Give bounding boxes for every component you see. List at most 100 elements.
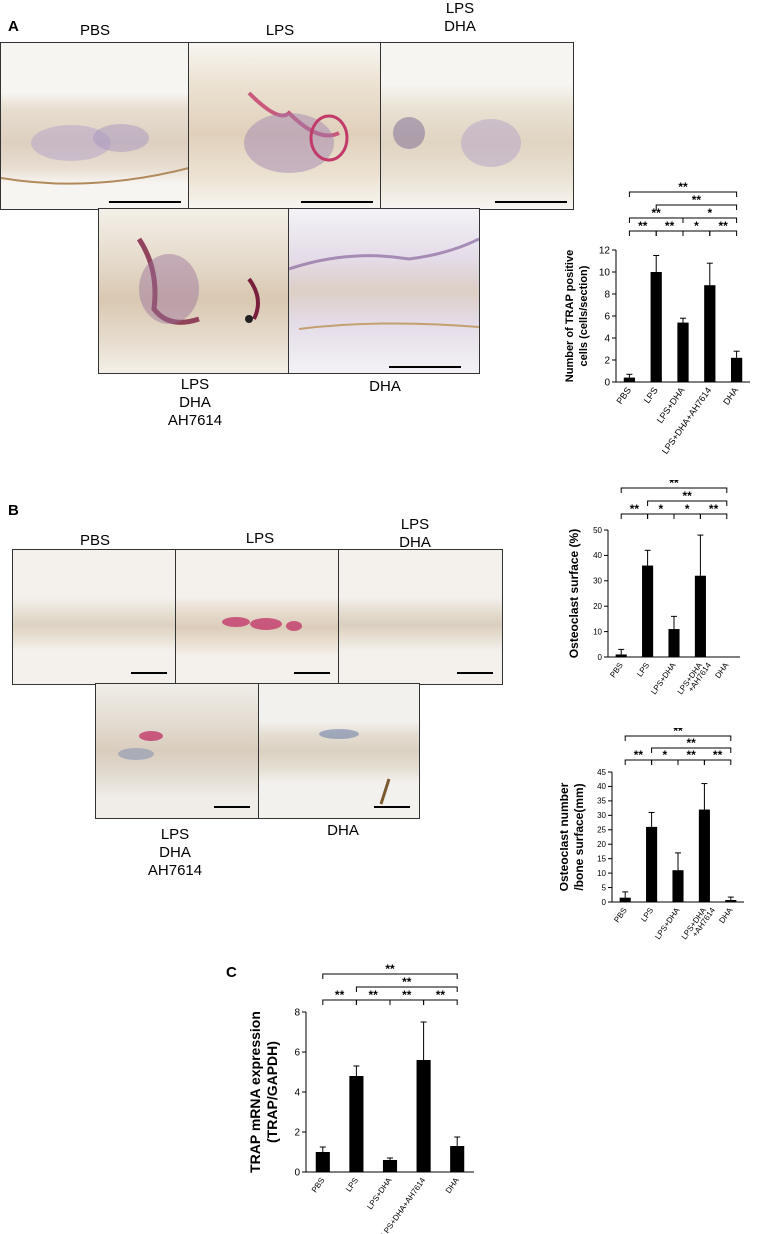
bar [615, 654, 627, 657]
significance-label: ** [678, 180, 688, 194]
y-tick-label: 0 [598, 653, 603, 662]
y-tick-label: 40 [593, 551, 602, 560]
y-tick-label: 25 [597, 826, 606, 835]
chart-c-trap-mrna: 0 2 4 6 8 TRAP mRNA expression (TRAP/GAPDH) PBS… [247, 962, 474, 1234]
bar [315, 1152, 330, 1172]
y-tick-label: 6 [604, 312, 610, 323]
category-label: DHA [721, 385, 740, 406]
category-label: DHA [717, 905, 734, 925]
chart-b-osteoclast-number: 0 5 10 15 20 25 30 35 40 45 Osteoclast number/bone… [560, 728, 744, 941]
scale-bar [294, 672, 330, 674]
y-tick-label: 50 [593, 526, 602, 535]
bar [382, 1160, 398, 1172]
bar [642, 565, 654, 657]
significance-label: * [685, 502, 690, 516]
label-b-pbs: PBS [79, 532, 110, 549]
micrograph-a-lps [188, 42, 382, 210]
scale-bar [495, 201, 567, 203]
label-line: LPS [160, 826, 190, 843]
scale-bar [214, 806, 250, 808]
bar [349, 1076, 364, 1172]
scale-bar [131, 672, 167, 674]
significance-bracket [647, 500, 728, 506]
category-label: DHA [444, 1175, 461, 1195]
category-label: LPS [635, 661, 651, 679]
significance-label: ** [713, 748, 723, 762]
significance-label: ** [335, 988, 345, 1002]
y-tick-label: 12 [599, 246, 611, 257]
y-tick-label: 0 [294, 1168, 300, 1179]
label-b-lps: LPS [245, 530, 275, 547]
y-tick-label: 10 [597, 869, 606, 878]
y-tick-label: 30 [597, 811, 606, 820]
micrograph-b-lps-dha [338, 549, 503, 685]
label-a-pbs: PBS [79, 22, 110, 39]
significance-label: ** [719, 219, 729, 233]
y-tick-label: 40 [597, 782, 606, 791]
bar [450, 1146, 465, 1172]
y-tick-label: 0 [602, 898, 607, 907]
category-label: PBS [612, 906, 629, 924]
significance-label: ** [385, 962, 395, 976]
bar [646, 826, 658, 902]
label-b-lps-dha: LPS DHA [385, 516, 445, 552]
bar [619, 897, 631, 902]
micrograph-b-pbs [12, 549, 177, 685]
bar [668, 629, 680, 657]
y-tick-label: 10 [599, 268, 611, 279]
y-tick-label: 20 [597, 840, 606, 849]
significance-bracket [620, 487, 728, 493]
significance-bracket [655, 204, 738, 210]
significance-label: ** [687, 748, 697, 762]
scale-bar [457, 672, 493, 674]
y-axis-label: (TRAP/GAPDH) [264, 1041, 280, 1143]
significance-label: ** [665, 219, 675, 233]
significance-bracket [651, 747, 732, 753]
y-tick-label: 15 [597, 854, 606, 863]
scale-bar [109, 201, 181, 203]
scale-bar [389, 366, 461, 368]
bar [698, 809, 710, 902]
label-a-lps: LPS [265, 22, 295, 39]
significance-label: ** [638, 219, 648, 233]
significance-label: ** [402, 975, 412, 989]
significance-label: ** [669, 480, 679, 490]
chart-a-trap-positive-cells: 0 2 4 6 8 10 12 Number of TRAP positive cells (c… [564, 180, 750, 456]
y-tick-label: 6 [294, 1048, 300, 1059]
significance-bracket [322, 973, 458, 979]
significance-label: * [658, 502, 663, 516]
label-line: DHA [159, 844, 191, 861]
micrograph-a-pbs [0, 42, 190, 210]
bar [623, 377, 636, 382]
category-label: LPS+DHA+AH7614 [660, 385, 714, 455]
significance-bracket [703, 759, 732, 765]
y-tick-label: 4 [604, 334, 610, 345]
y-tick-label: 8 [294, 1008, 300, 1019]
category-label: LPS+DHA [365, 1175, 394, 1211]
bar [725, 899, 737, 902]
y-axis-label: Number of TRAP positive [564, 250, 576, 382]
micrograph-b-dha [258, 683, 420, 819]
significance-label: ** [709, 502, 719, 516]
label-a-dha: DHA [369, 378, 401, 395]
panel-letter-a: A [8, 18, 19, 35]
y-tick-label: 20 [593, 602, 602, 611]
significance-label: * [662, 748, 667, 762]
bar [677, 322, 689, 382]
y-axis-label: TRAP mRNA expression [247, 1011, 263, 1173]
significance-label: ** [692, 193, 702, 207]
y-tick-label: 2 [294, 1128, 300, 1139]
y-tick-label: 10 [593, 627, 602, 636]
significance-label: ** [369, 988, 379, 1002]
significance-label: ** [683, 489, 693, 503]
significance-bracket [628, 191, 738, 197]
significance-bracket [355, 986, 458, 992]
y-tick-label: 5 [602, 883, 607, 892]
label-b-dha: DHA [327, 822, 359, 839]
scale-bar [374, 806, 410, 808]
significance-label: ** [687, 736, 697, 750]
chart-b-osteoclast-surface: 0 10 20 30 40 50 Osteoclast surface (%) PBS LPSL… [567, 480, 740, 696]
label-line: AH7614 [167, 412, 223, 429]
label-a-lps-dha: LPS DHA [430, 0, 490, 36]
significance-bracket [699, 513, 728, 519]
